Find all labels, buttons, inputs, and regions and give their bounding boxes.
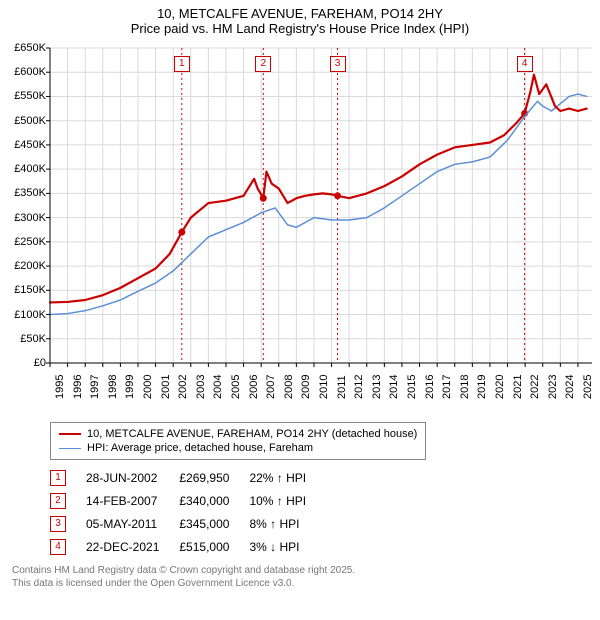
chart-title: 10, METCALFE AVENUE, FAREHAM, PO14 2HY <box>0 0 600 21</box>
sale-marker: 2 <box>50 493 66 509</box>
legend-label: 10, METCALFE AVENUE, FAREHAM, PO14 2HY (… <box>87 428 417 440</box>
sale-marker: 3 <box>50 516 66 532</box>
footnote-line2: This data is licensed under the Open Gov… <box>12 577 590 590</box>
chart-marker: 1 <box>174 56 190 72</box>
sale-marker: 1 <box>50 470 66 486</box>
table-row: 2 14-FEB-2007£340,00010% ↑ HPI <box>50 489 326 512</box>
footnote: Contains HM Land Registry data © Crown c… <box>12 564 590 590</box>
legend: 10, METCALFE AVENUE, FAREHAM, PO14 2HY (… <box>50 422 426 460</box>
sale-date: 14-FEB-2007 <box>86 489 179 512</box>
legend-item: HPI: Average price, detached house, Fare… <box>59 441 417 455</box>
footnote-line1: Contains HM Land Registry data © Crown c… <box>12 564 590 577</box>
legend-swatch <box>59 433 81 435</box>
chart-marker: 2 <box>255 56 271 72</box>
sale-delta: 8% ↑ HPI <box>249 512 326 535</box>
legend-item: 10, METCALFE AVENUE, FAREHAM, PO14 2HY (… <box>59 427 417 441</box>
chart-subtitle: Price paid vs. HM Land Registry's House … <box>0 21 600 38</box>
sale-delta: 22% ↑ HPI <box>249 466 326 489</box>
legend-label: HPI: Average price, detached house, Fare… <box>87 442 313 454</box>
sale-date: 22-DEC-2021 <box>86 535 179 558</box>
chart-area: £0£50K£100K£150K£200K£250K£300K£350K£400… <box>0 38 600 418</box>
chart-marker: 4 <box>517 56 533 72</box>
table-row: 4 22-DEC-2021£515,0003% ↓ HPI <box>50 535 326 558</box>
sale-price: £269,950 <box>179 466 249 489</box>
sale-date: 28-JUN-2002 <box>86 466 179 489</box>
chart-container: 10, METCALFE AVENUE, FAREHAM, PO14 2HY P… <box>0 0 600 590</box>
sale-marker: 4 <box>50 539 66 555</box>
table-row: 1 28-JUN-2002£269,95022% ↑ HPI <box>50 466 326 489</box>
sale-price: £340,000 <box>179 489 249 512</box>
sale-delta: 10% ↑ HPI <box>249 489 326 512</box>
chart-marker: 3 <box>330 56 346 72</box>
legend-swatch <box>59 448 81 449</box>
sale-date: 05-MAY-2011 <box>86 512 179 535</box>
table-row: 3 05-MAY-2011£345,0008% ↑ HPI <box>50 512 326 535</box>
sale-price: £515,000 <box>179 535 249 558</box>
sale-delta: 3% ↓ HPI <box>249 535 326 558</box>
marker-labels: 1 2 3 4 <box>0 38 600 418</box>
sale-price: £345,000 <box>179 512 249 535</box>
sales-table: 1 28-JUN-2002£269,95022% ↑ HPI 2 14-FEB-200… <box>50 466 326 558</box>
